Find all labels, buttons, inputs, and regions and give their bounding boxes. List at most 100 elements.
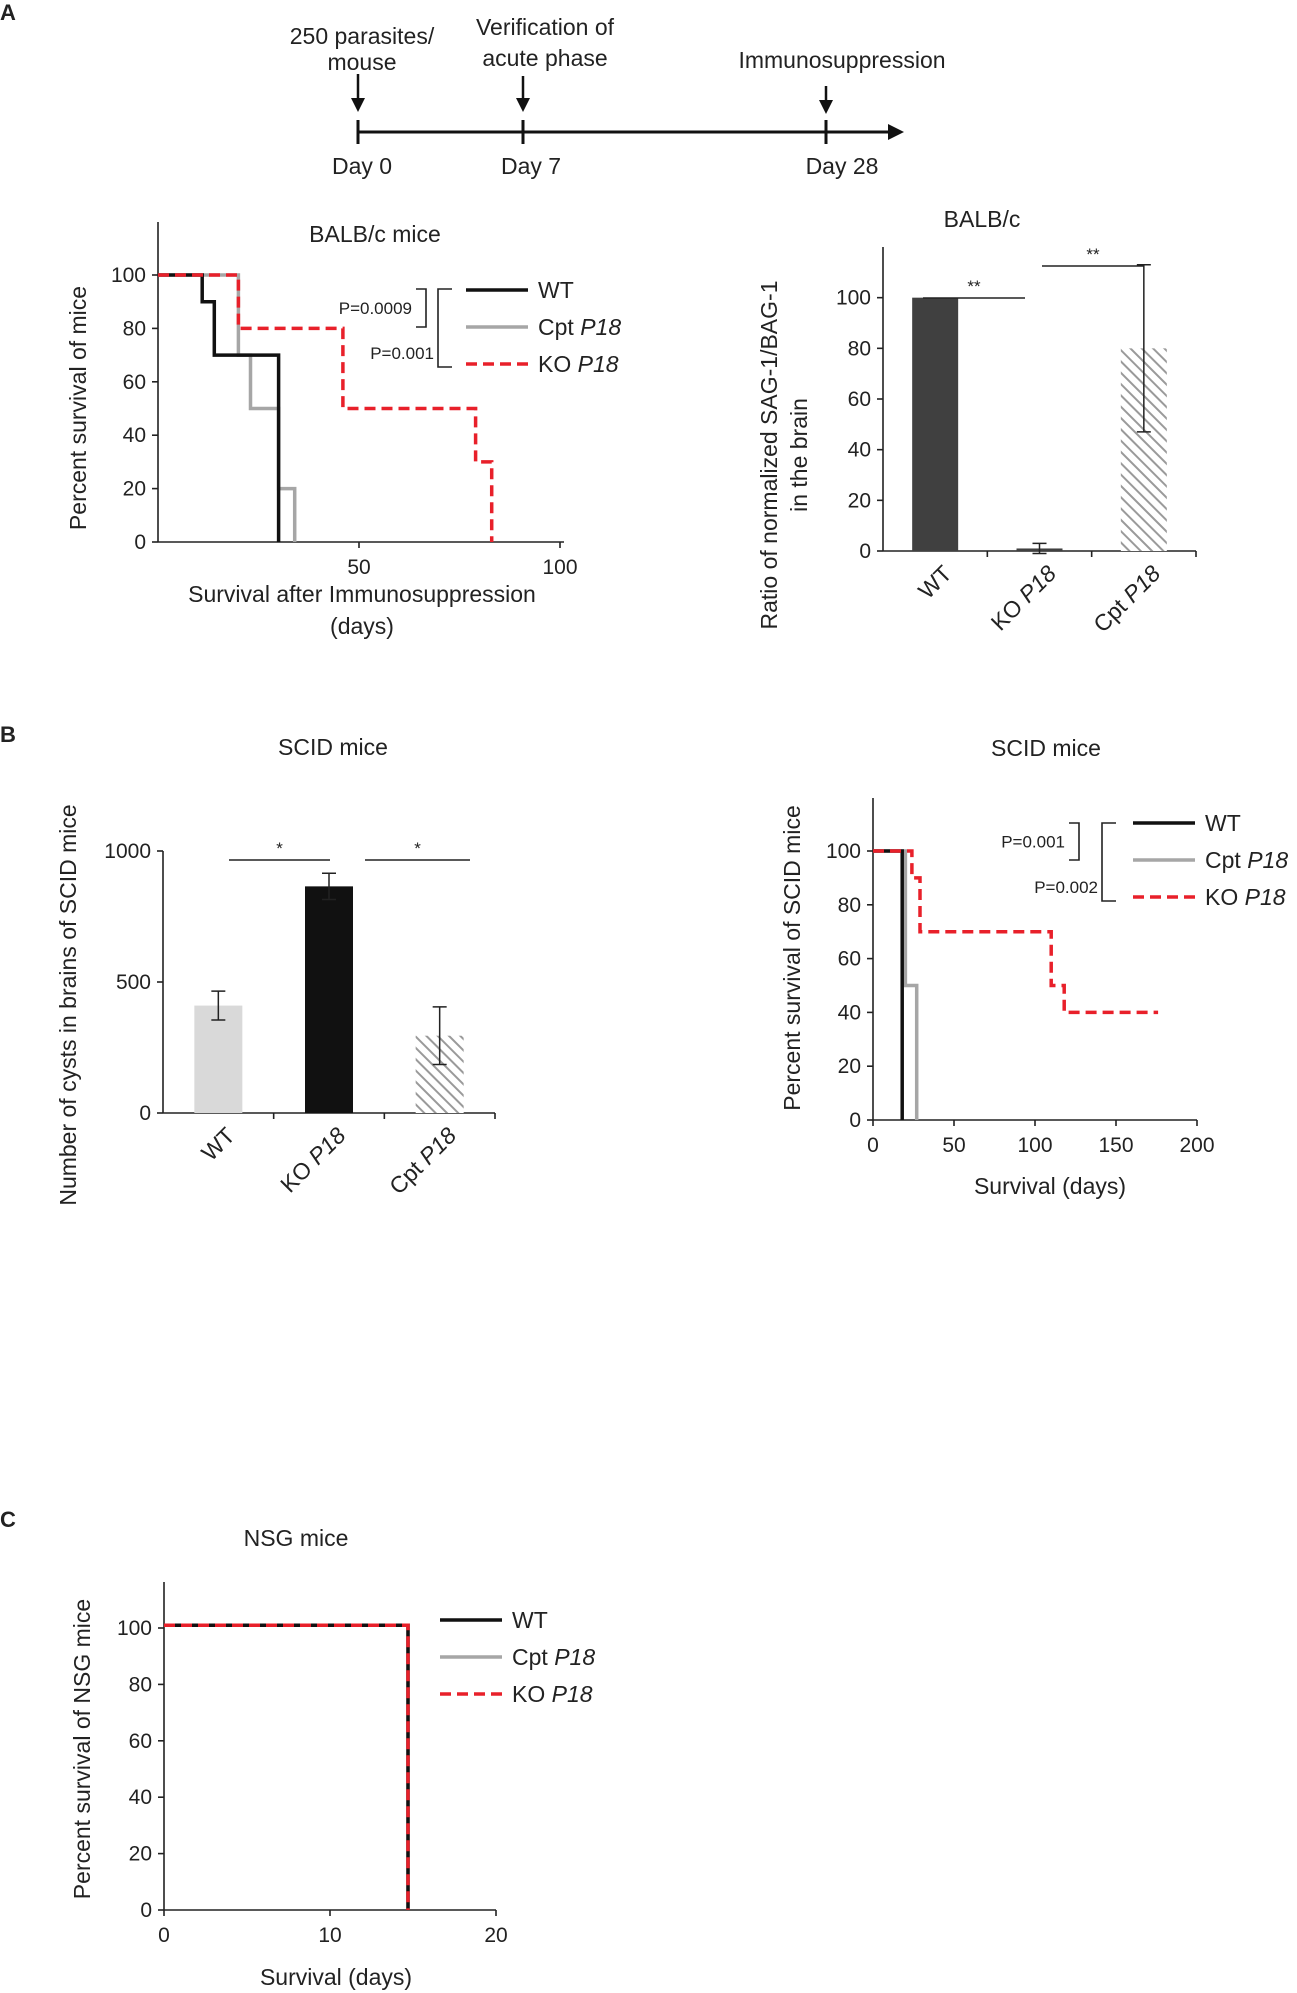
y-axis-label: Percent survival of SCID mice (779, 805, 805, 1110)
y-axis-label: Ratio of normalized SAG-1/BAG-1 (756, 281, 782, 630)
y-axis-label: in the brain (786, 398, 812, 512)
x-tick-label: 20 (484, 1924, 507, 1947)
y-tick-label: 60 (123, 371, 146, 394)
timeline: 250 parasites/ mouse Day 0 Verification … (290, 14, 946, 179)
chart-scid-cysts: 0 500 1000 WT KO P18 Cpt P18 * * SCID mice Number… (55, 734, 496, 1206)
legend-label-wt: WT (1205, 810, 1241, 836)
y-tick-label: 0 (849, 1109, 861, 1132)
y-tick-label: 40 (838, 1001, 861, 1024)
significance-marker-2: ** (1086, 245, 1100, 264)
panel-letter-b: B (0, 722, 16, 747)
y-tick-label: 80 (129, 1673, 152, 1696)
panel-letter-c: C (0, 1507, 16, 1532)
pvalue-bracket-inner (1069, 822, 1080, 861)
legend-label-ko: KO P18 (512, 1681, 593, 1707)
series-line-cpt (164, 1623, 410, 1910)
y-tick-label: 20 (123, 478, 146, 501)
significance-marker-2: * (414, 839, 421, 858)
down-arrow-head-day0 (351, 98, 365, 112)
y-tick-label: 40 (129, 1786, 152, 1809)
x-category-label-3: Cpt P18 (384, 1122, 461, 1199)
y-tick-label: 20 (848, 489, 871, 512)
y-tick-label: 80 (123, 317, 146, 340)
error-bar-2 (1032, 542, 1047, 555)
y-tick-label: 0 (139, 1102, 151, 1125)
error-bar-2 (322, 872, 336, 901)
error-bar-3 (432, 1006, 447, 1066)
timeline-event-0-top-1: 250 parasites/ (290, 23, 435, 49)
x-tick-label: 150 (1098, 1134, 1133, 1157)
series-line-ko (158, 273, 494, 542)
legend-label-cpt: Cpt P18 (512, 1644, 595, 1670)
x-tick-label: 100 (542, 556, 577, 579)
series-line-cpt (158, 273, 297, 542)
y-tick-label: 1000 (104, 840, 151, 863)
y-tick-label: 500 (116, 971, 151, 994)
down-arrow-head-day7 (516, 98, 530, 112)
series-line-wt (164, 1623, 410, 1910)
y-tick-label: 20 (838, 1055, 861, 1078)
chart-scid-survival: 0 20 40 60 80 100 0 50 100 150 200 SCID mice Surviva… (779, 735, 1288, 1199)
chart-title: NSG mice (244, 1525, 349, 1551)
series-line-wt (873, 849, 904, 1120)
legend-label-wt: WT (538, 277, 574, 303)
y-tick-label: 0 (140, 1899, 152, 1922)
pvalue-bracket-outer (437, 288, 452, 368)
x-tick-label: 10 (318, 1924, 341, 1947)
pvalue-label: P=0.0009 (339, 299, 412, 318)
x-tick-label: 200 (1179, 1134, 1214, 1157)
significance-marker-1: ** (967, 277, 981, 296)
error-bar-3 (1136, 263, 1151, 433)
timeline-event-1-top-2: acute phase (482, 45, 607, 71)
legend-label-cpt: Cpt P18 (538, 314, 621, 340)
bar-1 (912, 297, 959, 551)
x-axis-label: (days) (330, 613, 394, 639)
chart-title: SCID mice (278, 734, 388, 760)
chart-balbc-survival: 0 20 40 60 80 100 50 100 BALB/c mice Survival aft… (65, 221, 621, 639)
legend-label-ko: KO P18 (538, 351, 619, 377)
y-tick-label: 20 (129, 1843, 152, 1866)
y-tick-label: 100 (836, 287, 871, 310)
x-category-label-1: WT (913, 560, 957, 604)
down-arrow-head-day28 (819, 100, 833, 114)
y-axis-label: Number of cysts in brains of SCID mice (55, 804, 81, 1205)
y-tick-label: 0 (134, 531, 146, 554)
y-tick-label: 0 (859, 540, 871, 563)
y-axis-label: Percent survival of mice (65, 286, 91, 530)
timeline-event-1-label: Day 7 (501, 153, 561, 179)
timeline-event-2-label: Day 28 (806, 153, 879, 179)
timeline-event-1-top-1: Verification of (476, 14, 615, 40)
error-bar-1 (211, 990, 226, 1021)
x-tick-label: 50 (347, 556, 370, 579)
y-tick-label: 100 (826, 840, 861, 863)
bar-2 (305, 886, 353, 1113)
timeline-arrowhead (888, 124, 904, 140)
timeline-event-0-top-2: mouse (327, 49, 396, 75)
x-axis-label: Survival (days) (260, 1964, 412, 1990)
series-line-ko (164, 1623, 410, 1910)
x-tick-label: 100 (1017, 1134, 1052, 1157)
pvalue-label: P=0.001 (370, 344, 434, 363)
panel-letter-a: A (0, 0, 16, 25)
pvalue-bracket-inner (416, 288, 427, 328)
bar-1 (194, 1005, 243, 1113)
chart-balbc-ratio: 0 20 40 60 80 100 WT KO P18 Cpt P18 ** ** BALB/c Rat… (756, 206, 1197, 637)
chart-title: BALB/c (944, 206, 1021, 232)
x-category-label-2: KO P18 (986, 560, 1061, 635)
timeline-event-0-label: Day 0 (332, 153, 392, 179)
pvalue-bracket-outer (1101, 822, 1116, 902)
legend-label-ko: KO P18 (1205, 884, 1286, 910)
x-category-label-3: Cpt P18 (1088, 560, 1165, 637)
x-tick-label: 0 (867, 1134, 879, 1157)
x-category-label-1: WT (196, 1122, 240, 1166)
legend-label-cpt: Cpt P18 (1205, 847, 1288, 873)
x-tick-label: 0 (158, 1924, 170, 1947)
y-tick-label: 60 (848, 388, 871, 411)
series-line-cpt (873, 849, 919, 1120)
pvalue-label: P=0.001 (1001, 833, 1065, 852)
y-tick-label: 80 (848, 337, 871, 360)
y-tick-label: 40 (123, 424, 146, 447)
y-tick-label: 60 (838, 948, 861, 971)
chart-title: BALB/c mice (309, 221, 441, 247)
